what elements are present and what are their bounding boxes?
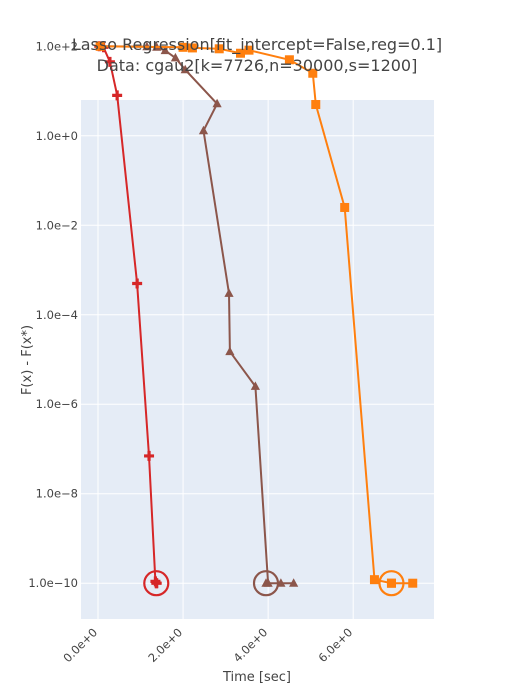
x-axis-title: Time [sec] [222, 670, 291, 685]
data-point-square [284, 55, 294, 65]
y-tick-label: 1.0e−2 [36, 218, 78, 232]
data-point-cross [144, 450, 155, 461]
data-point-square [187, 43, 197, 53]
data-point-triangle [170, 52, 181, 62]
data-point-square [235, 48, 245, 58]
data-point-square [340, 202, 350, 212]
final-point-ring [378, 570, 405, 597]
y-tick-label: 1.0e+2 [36, 39, 78, 53]
y-tick-label: 1.0e+0 [36, 129, 78, 143]
final-point-ring [252, 570, 280, 597]
final-point-ring [143, 570, 170, 597]
data-point-square [308, 68, 318, 78]
data-point-triangle [224, 288, 234, 297]
data-point-cross [104, 56, 115, 67]
data-point-square [408, 578, 418, 588]
chart-title-line-1: Lasso Regression[fit_intercept=False,reg… [72, 35, 442, 55]
y-tick-label: 1.0e−6 [36, 397, 78, 411]
data-point-triangle [250, 381, 260, 390]
data-point-square [386, 578, 396, 588]
data-point-triangle [198, 125, 209, 135]
chart-title-line-2: Data: cgau2[k=7726,n=30000,s=1200] [97, 56, 418, 75]
series-layer [94, 41, 418, 597]
y-tick-label: 1.0e−8 [36, 487, 78, 501]
data-point-square [311, 100, 321, 110]
data-point-triangle [212, 98, 222, 108]
data-point-square [214, 44, 224, 54]
plot-area [81, 100, 434, 619]
y-tick-label: 1.0e−4 [36, 308, 78, 322]
data-point-cross [132, 278, 143, 289]
data-point-triangle [289, 578, 299, 587]
data-point-cross [112, 90, 123, 101]
data-point-triangle [261, 578, 271, 587]
data-point-cross [151, 578, 162, 589]
data-point-square [95, 41, 105, 51]
data-point-square [244, 45, 254, 55]
y-tick-label: 1.0e−10 [28, 576, 78, 590]
data-point-triangle [160, 45, 170, 55]
data-point-square [178, 42, 188, 52]
y-axis-title: F(x) - F(x*) [20, 325, 35, 395]
data-point-square [369, 575, 379, 585]
data-point-triangle [180, 64, 190, 74]
data-point-triangle [276, 578, 286, 587]
data-point-triangle [225, 346, 235, 356]
series-square [95, 41, 418, 597]
